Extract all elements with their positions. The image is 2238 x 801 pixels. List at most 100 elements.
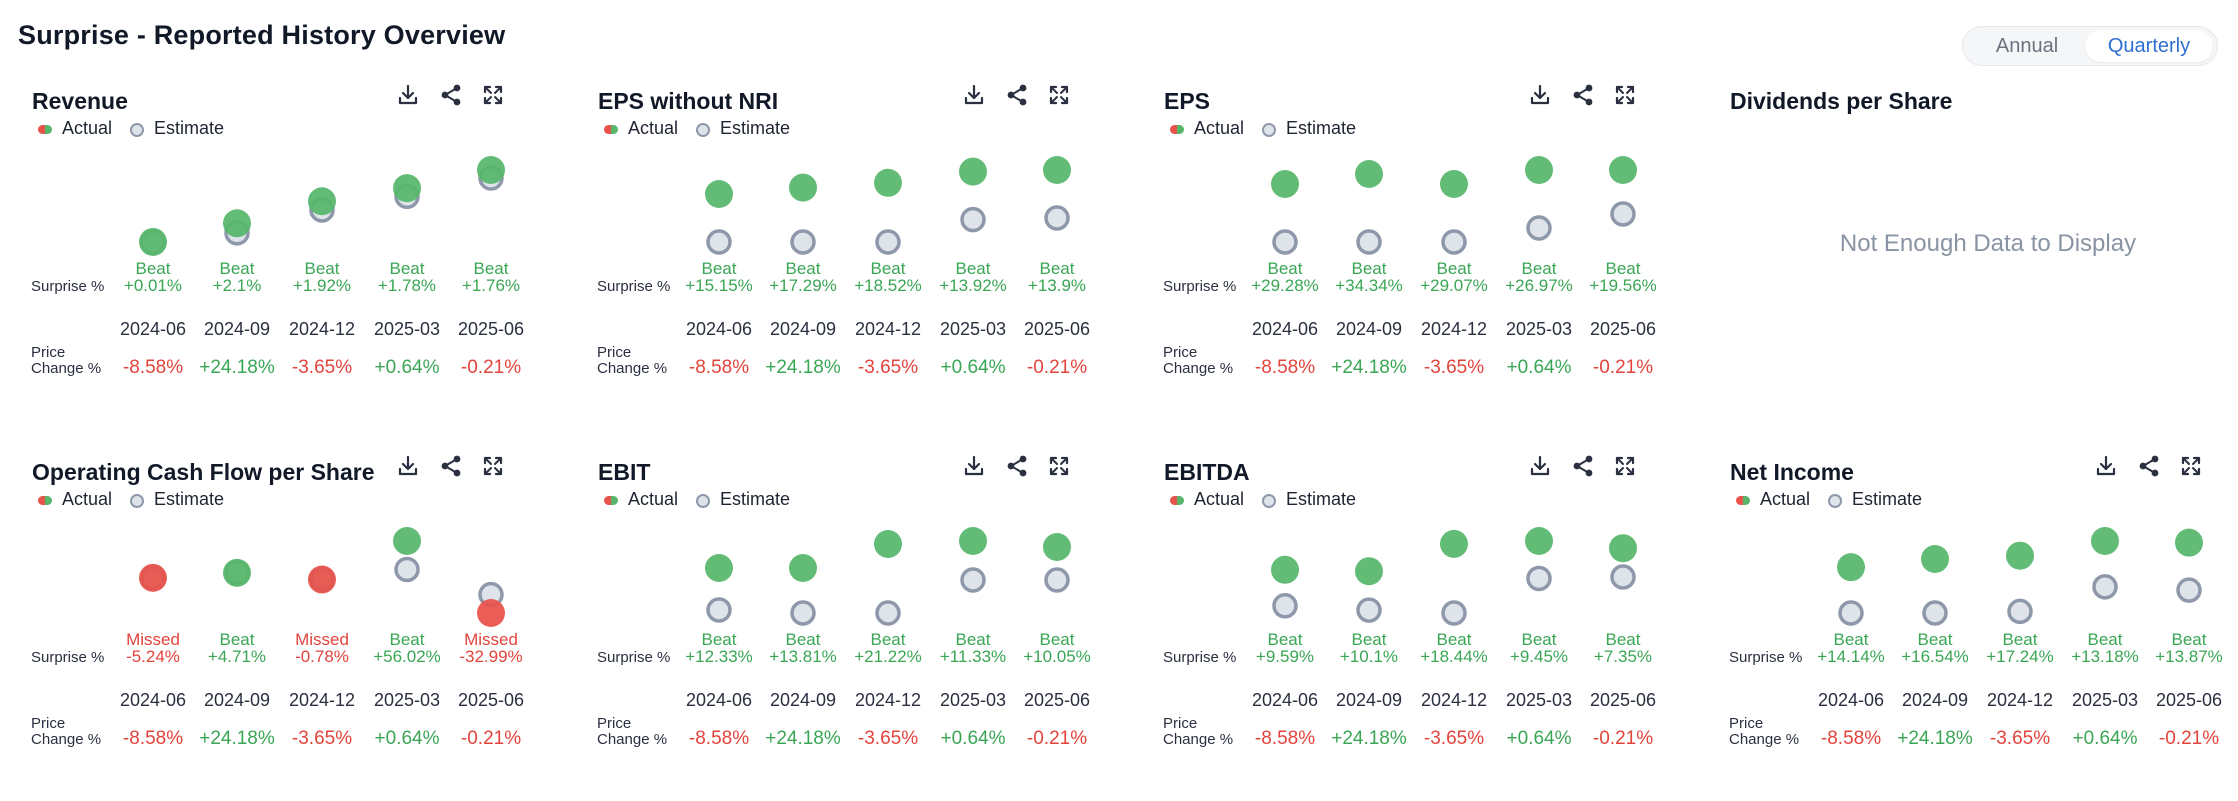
actual-point[interactable] bbox=[139, 227, 167, 256]
actual-point[interactable] bbox=[308, 187, 336, 216]
expand-icon[interactable] bbox=[1044, 451, 1074, 481]
share-icon[interactable] bbox=[1002, 451, 1032, 481]
expand-icon[interactable] bbox=[478, 80, 508, 110]
actual-point[interactable] bbox=[308, 565, 336, 594]
toggle-annual-button[interactable]: Annual bbox=[1995, 35, 2059, 57]
actual-point[interactable] bbox=[1440, 170, 1468, 198]
actual-point[interactable] bbox=[705, 180, 733, 208]
actual-point[interactable] bbox=[1440, 529, 1468, 558]
estimate-point[interactable] bbox=[1922, 600, 1948, 626]
expand-icon[interactable] bbox=[478, 451, 508, 481]
estimate-point[interactable] bbox=[875, 600, 901, 626]
actual-point[interactable] bbox=[874, 168, 902, 197]
estimate-point[interactable] bbox=[960, 206, 986, 233]
estimate-point[interactable] bbox=[1441, 600, 1467, 626]
expand-icon[interactable] bbox=[1610, 451, 1640, 481]
actual-point[interactable] bbox=[1609, 156, 1637, 184]
download-icon[interactable] bbox=[393, 451, 423, 481]
result-label: Beat bbox=[871, 259, 906, 278]
expand-icon[interactable] bbox=[1610, 80, 1640, 110]
share-icon[interactable] bbox=[1002, 80, 1032, 110]
estimate-point[interactable] bbox=[1356, 597, 1382, 623]
actual-point[interactable] bbox=[1043, 156, 1071, 184]
estimate-point[interactable] bbox=[2176, 577, 2202, 603]
actual-point[interactable] bbox=[1837, 553, 1865, 582]
actual-point[interactable] bbox=[139, 563, 167, 592]
estimate-point[interactable] bbox=[1838, 600, 1864, 626]
actual-point[interactable] bbox=[223, 558, 251, 587]
price-row-label: Change % bbox=[597, 731, 667, 748]
actual-point[interactable] bbox=[789, 173, 817, 202]
actual-point[interactable] bbox=[789, 554, 817, 582]
actual-point[interactable] bbox=[959, 157, 987, 186]
estimate-point[interactable] bbox=[790, 600, 816, 626]
actual-point[interactable] bbox=[1271, 170, 1299, 198]
estimate-point[interactable] bbox=[1356, 229, 1382, 255]
actual-point[interactable] bbox=[2175, 528, 2203, 557]
estimate-point[interactable] bbox=[1526, 565, 1552, 592]
result-label: Beat bbox=[390, 630, 425, 649]
actual-point[interactable] bbox=[2091, 527, 2119, 555]
estimate-point[interactable] bbox=[790, 229, 816, 255]
actual-point[interactable] bbox=[1271, 555, 1299, 584]
download-icon[interactable] bbox=[959, 80, 989, 110]
chart-plot: Beat+12.33%2024-06-8.58%Beat+13.81%2024-… bbox=[597, 527, 1091, 749]
estimate-point[interactable] bbox=[960, 567, 986, 593]
actual-point[interactable] bbox=[705, 554, 733, 582]
share-icon[interactable] bbox=[2134, 451, 2164, 481]
estimate-point[interactable] bbox=[1272, 229, 1298, 255]
actual-point[interactable] bbox=[1355, 160, 1383, 188]
period-tick-label: 2024-09 bbox=[204, 319, 270, 339]
estimate-point[interactable] bbox=[394, 556, 420, 583]
estimate-point[interactable] bbox=[1526, 215, 1552, 241]
download-icon[interactable] bbox=[1525, 451, 1555, 481]
estimate-point[interactable] bbox=[1272, 593, 1298, 619]
actual-point[interactable] bbox=[1525, 156, 1553, 184]
toggle-quarterly-button[interactable]: Quarterly bbox=[2085, 30, 2213, 62]
actual-point[interactable] bbox=[1355, 557, 1383, 586]
estimate-point[interactable] bbox=[706, 229, 732, 255]
actual-point[interactable] bbox=[1609, 534, 1637, 563]
estimate-point[interactable] bbox=[875, 229, 901, 255]
actual-point[interactable] bbox=[1525, 527, 1553, 555]
share-icon[interactable] bbox=[1568, 80, 1598, 110]
actual-point[interactable] bbox=[874, 530, 902, 558]
download-icon[interactable] bbox=[393, 80, 423, 110]
actual-point[interactable] bbox=[393, 174, 421, 203]
period-tick-label: 2024-06 bbox=[120, 319, 186, 339]
download-icon[interactable] bbox=[959, 451, 989, 481]
actual-point[interactable] bbox=[223, 209, 251, 238]
actual-point[interactable] bbox=[477, 599, 505, 627]
estimate-point[interactable] bbox=[1044, 567, 1070, 593]
chart-title: Revenue bbox=[32, 88, 128, 114]
chart-plot: Beat+14.14%2024-06-8.58%Beat+16.54%2024-… bbox=[1729, 527, 2223, 749]
actual-point[interactable] bbox=[1043, 533, 1071, 561]
share-icon[interactable] bbox=[436, 80, 466, 110]
share-icon[interactable] bbox=[436, 451, 466, 481]
estimate-point[interactable] bbox=[2007, 598, 2033, 625]
estimate-point[interactable] bbox=[1610, 201, 1636, 227]
actual-point[interactable] bbox=[393, 527, 421, 555]
actual-point[interactable] bbox=[477, 156, 505, 184]
expand-icon[interactable] bbox=[1044, 80, 1074, 110]
price-change-value: -0.21% bbox=[1593, 728, 1653, 749]
actual-point[interactable] bbox=[959, 527, 987, 555]
estimate-point[interactable] bbox=[1610, 564, 1636, 590]
surprise-value: -32.99% bbox=[459, 647, 522, 666]
actual-point[interactable] bbox=[1921, 545, 1949, 573]
legend-estimate-label: Estimate bbox=[720, 118, 791, 138]
actual-point[interactable] bbox=[2006, 541, 2034, 570]
estimate-point[interactable] bbox=[1044, 205, 1070, 231]
download-icon[interactable] bbox=[2091, 451, 2121, 481]
estimate-point[interactable] bbox=[706, 597, 732, 623]
estimate-point[interactable] bbox=[2092, 574, 2118, 600]
expand-icon[interactable] bbox=[2176, 451, 2206, 481]
estimate-point[interactable] bbox=[1441, 229, 1467, 255]
legend-actual-label: Actual bbox=[62, 489, 113, 509]
result-label: Beat bbox=[1268, 259, 1303, 278]
download-icon[interactable] bbox=[1525, 80, 1555, 110]
share-icon[interactable] bbox=[1568, 451, 1598, 481]
price-change-value: -3.65% bbox=[1990, 728, 2050, 749]
price-row-label: Change % bbox=[1163, 731, 1233, 748]
legend-actual-label: Actual bbox=[1760, 489, 1811, 509]
